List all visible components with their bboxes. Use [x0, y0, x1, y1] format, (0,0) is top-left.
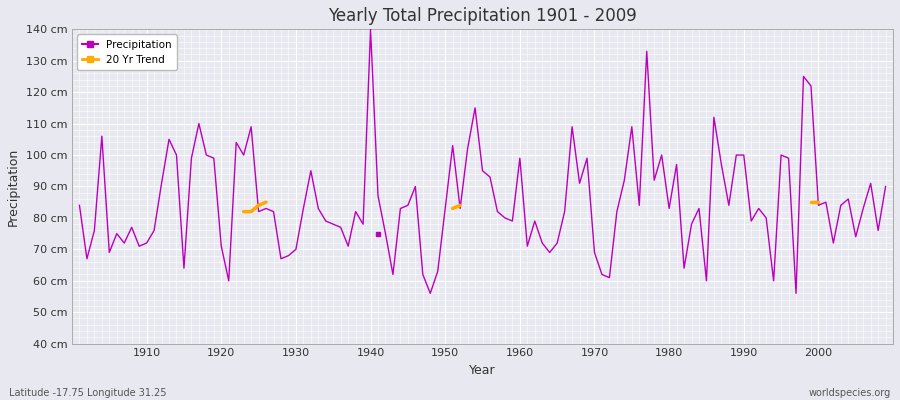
Title: Yearly Total Precipitation 1901 - 2009: Yearly Total Precipitation 1901 - 2009	[328, 7, 637, 25]
Y-axis label: Precipitation: Precipitation	[7, 147, 20, 226]
X-axis label: Year: Year	[469, 364, 496, 377]
Legend: Precipitation, 20 Yr Trend: Precipitation, 20 Yr Trend	[77, 34, 177, 70]
Text: worldspecies.org: worldspecies.org	[809, 388, 891, 398]
Text: Latitude -17.75 Longitude 31.25: Latitude -17.75 Longitude 31.25	[9, 388, 166, 398]
